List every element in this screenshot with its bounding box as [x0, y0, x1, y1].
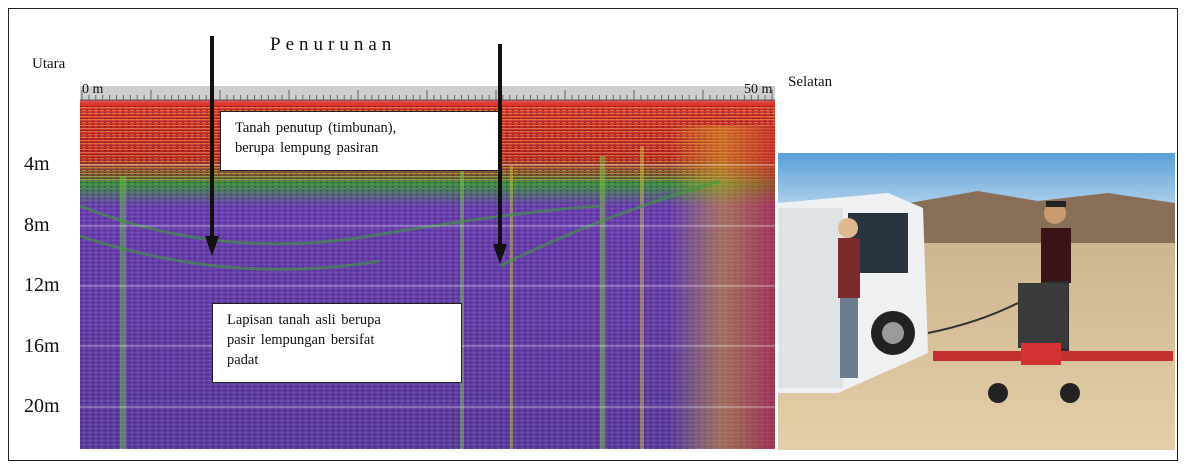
- depth-label-8m: 8m: [24, 214, 50, 236]
- distance-end-label: 50 m: [744, 82, 773, 97]
- figure-title: Penurunan: [270, 34, 397, 55]
- direction-south-label: Selatan: [788, 74, 833, 90]
- depth-label-12m: 12m: [24, 274, 60, 296]
- annotation-native-line1: Lapisan tanah asli berupa: [227, 312, 381, 328]
- annotation-cover-line1: Tanah penutup (timbunan),: [235, 120, 397, 136]
- annotation-native-layer: Lapisan tanah asli berupa pasir lempunga…: [212, 303, 462, 383]
- annotation-cover-layer: Tanah penutup (timbunan), berupa lempung…: [220, 111, 500, 171]
- field-survey-photo: [778, 153, 1175, 450]
- depth-label-16m: 16m: [24, 335, 60, 357]
- down-arrow-icon: [493, 44, 507, 264]
- direction-north-label: Utara: [32, 56, 66, 72]
- down-arrow-icon: [205, 36, 219, 256]
- annotation-cover-line2: berupa lempung pasiran: [235, 140, 379, 156]
- depth-label-4m: 4m: [24, 153, 50, 175]
- annotation-native-line2: pasir lempungan bersifat: [227, 332, 375, 348]
- annotation-native-line3: padat: [227, 352, 259, 368]
- photo-graphic: [778, 153, 1175, 450]
- depth-label-20m: 20m: [24, 395, 60, 417]
- distance-start-label: 0 m: [82, 82, 104, 97]
